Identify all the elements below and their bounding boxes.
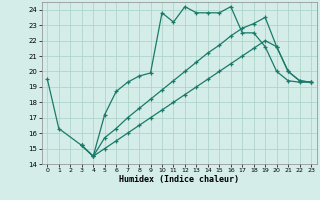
X-axis label: Humidex (Indice chaleur): Humidex (Indice chaleur) (119, 175, 239, 184)
